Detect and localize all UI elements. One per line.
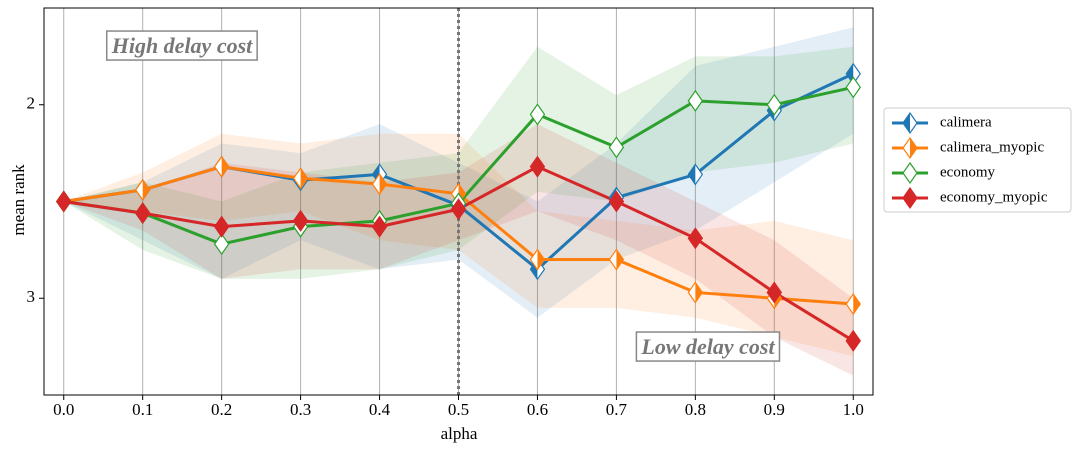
annotation: Low delay cost [640,334,775,359]
marker-group [371,215,388,238]
marker-half [853,294,861,315]
legend-frame [883,107,1072,213]
marker-group [292,167,309,190]
marker [608,248,625,271]
x-tick-label: 0.0 [53,400,74,419]
legend-label: economy_myopic [940,189,1048,205]
marker-bg [56,191,71,212]
marker-group [766,281,783,304]
marker [766,93,783,116]
marker-group [292,209,309,232]
x-tick-label: 1.0 [843,400,864,419]
marker [292,167,309,190]
marker-group [529,155,546,178]
x-axis-label: alpha [441,424,478,443]
marker-group [687,227,704,250]
marker [608,136,625,159]
marker-group [213,155,230,178]
marker-half [537,249,545,270]
marker [529,103,546,126]
marker-group [134,202,151,225]
marker-group [529,248,546,271]
marker [529,248,546,271]
marker-group [134,178,151,201]
marker-group [687,89,704,112]
marker [371,215,388,238]
marker [766,281,783,304]
marker-half [688,164,696,185]
marker-group [766,93,783,116]
marker [213,155,230,178]
legend-label: economy [940,164,995,180]
x-tick-label: 0.8 [685,400,706,419]
marker-group [529,103,546,126]
y-tick-label: 2 [27,94,36,113]
marker [687,163,704,186]
x-tick-label: 0.4 [369,400,391,419]
legend-label: calimera [940,114,992,130]
marker-half [695,282,703,303]
marker-half [910,138,917,158]
marker-half [616,249,624,270]
marker-half [903,113,910,133]
marker [608,190,625,213]
marker-group [845,329,861,352]
marker-group [450,198,467,221]
confidence-band [63,46,854,279]
x-tick-label: 0.2 [211,400,232,419]
x-tick-label: 0.5 [448,400,469,419]
marker-group [845,76,861,99]
marker-group [845,293,861,316]
annotation: High delay cost [111,33,253,58]
x-tick-label: 0.1 [132,400,153,419]
marker-group [213,215,230,238]
marker [845,76,861,99]
marker [56,190,72,213]
marker-group [608,190,625,213]
annotation-box [635,331,781,362]
marker [902,161,918,185]
marker [134,202,151,225]
marker [134,178,151,201]
marker-group [608,136,625,159]
x-tick-label: 0.3 [290,400,311,419]
marker-half [300,168,308,189]
y-tick-label: 3 [27,287,36,306]
marker [450,198,467,221]
legend-label: calimera_myopic [940,139,1044,155]
marker-group [608,248,625,271]
marker [292,209,309,232]
plot-frame [43,7,874,396]
marker-group [687,163,704,186]
marker-group [371,173,388,196]
marker-group [213,233,230,256]
x-tick-label: 0.6 [527,400,548,419]
marker-half [221,156,229,177]
marker-group [56,190,72,213]
marker [902,186,918,210]
x-tick-label: 0.7 [606,400,628,419]
x-tick-label: 0.9 [764,400,785,419]
confidence-band [63,133,854,357]
marker [213,233,230,256]
marker [902,136,918,160]
marker [902,111,918,135]
marker-half [379,174,387,195]
marker [687,227,704,250]
marker [529,258,546,281]
y-axis-label: mean rank [9,164,28,236]
marker [687,89,704,112]
annotation-box [105,30,258,61]
marker-half [142,179,150,200]
marker [529,155,546,178]
marker [213,215,230,238]
marker [371,173,388,196]
marker [845,329,861,352]
marker [687,281,704,304]
marker-group [687,281,704,304]
marker [845,293,861,316]
